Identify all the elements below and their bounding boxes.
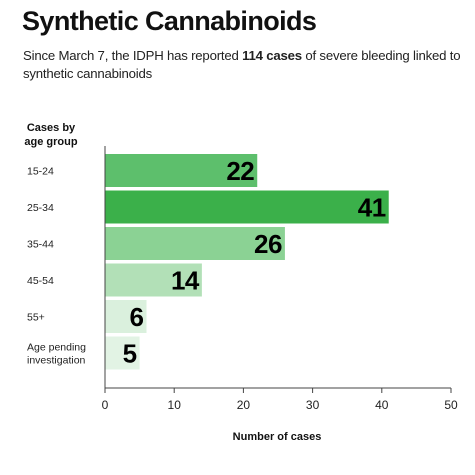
subtitle-text: Since March 7, the IDPH has reported <box>23 48 243 63</box>
value-label: 5 <box>123 339 137 369</box>
value-label: 14 <box>171 266 200 296</box>
x-tick-label: 10 <box>168 398 182 412</box>
category-axis-title: age group <box>24 136 77 148</box>
value-label: 26 <box>254 229 282 259</box>
bar <box>105 263 202 297</box>
bar <box>105 227 285 260</box>
value-label: 6 <box>130 302 144 332</box>
category-label: 35-44 <box>27 239 54 251</box>
category-label: Age pending <box>27 342 86 354</box>
x-tick-label: 0 <box>102 398 109 412</box>
x-tick-label: 40 <box>375 398 389 412</box>
chart-subtitle: Since March 7, the IDPH has reported 114… <box>23 47 463 83</box>
subtitle-text-end: of severe bleeding linked to synthetic c… <box>23 48 461 81</box>
category-label: 25-34 <box>27 202 54 214</box>
category-axis-title: Cases by <box>27 122 76 134</box>
x-tick-label: 50 <box>444 398 458 412</box>
x-axis-label: Number of cases <box>233 431 322 443</box>
bar <box>105 154 258 187</box>
category-label: 55+ <box>27 312 45 324</box>
chart-title: Synthetic Cannabinoids <box>22 6 317 36</box>
category-label: 45-54 <box>27 275 54 287</box>
x-tick-label: 30 <box>306 398 320 412</box>
category-label: 15-24 <box>27 166 54 178</box>
x-tick-label: 20 <box>237 398 251 412</box>
bar <box>105 300 147 333</box>
category-label: investigation <box>27 355 86 367</box>
subtitle-highlight: 114 cases <box>242 48 302 63</box>
bar <box>105 336 140 370</box>
value-label: 41 <box>358 193 386 223</box>
bar <box>105 190 389 224</box>
value-label: 22 <box>226 156 254 186</box>
